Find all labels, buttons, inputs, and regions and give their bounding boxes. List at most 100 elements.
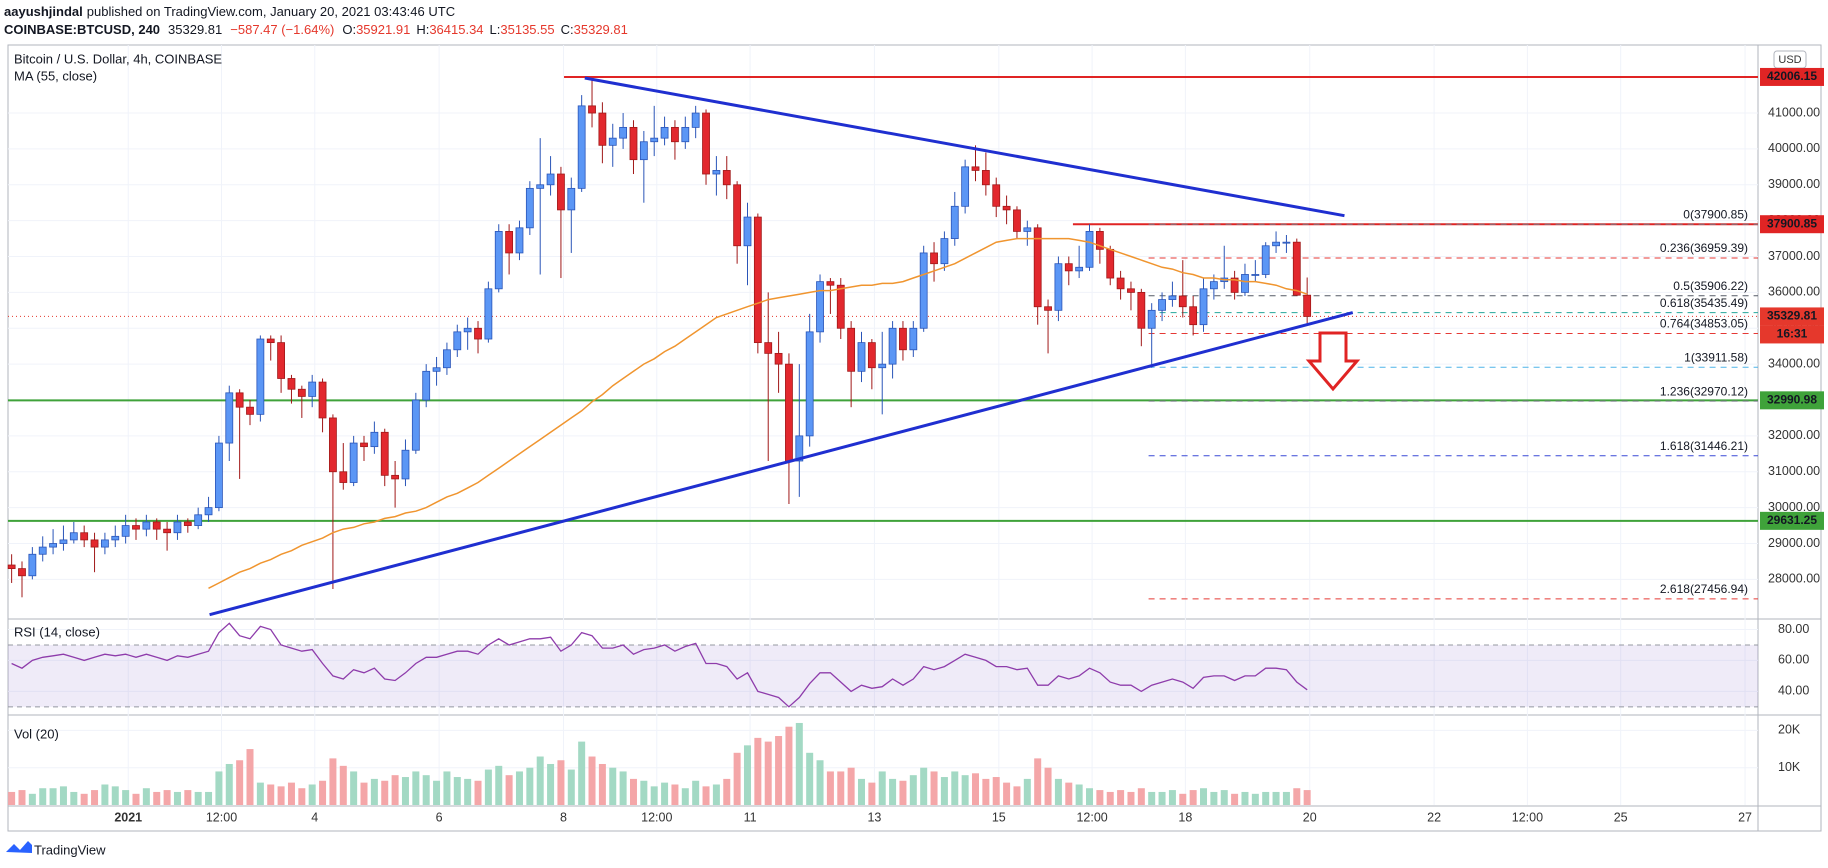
candle-body	[805, 331, 814, 437]
candle-body	[650, 137, 659, 143]
volume-bar	[578, 741, 586, 805]
volume-bar	[163, 790, 171, 805]
candle-body	[536, 184, 545, 189]
candle-body	[567, 187, 576, 211]
volume-bar	[505, 775, 513, 805]
candle-body	[443, 349, 451, 369]
candle-body	[297, 388, 306, 397]
volume-bar	[215, 771, 223, 805]
volume-bar	[8, 791, 16, 805]
last-price-label: 35329.81	[1767, 309, 1817, 323]
volume-bar	[1200, 788, 1208, 805]
candle-body	[919, 252, 928, 329]
volume-bar	[1065, 782, 1073, 805]
volume-bar	[153, 791, 161, 805]
brand-logo	[6, 841, 32, 853]
candle-body	[557, 173, 565, 211]
candle-body	[38, 546, 47, 555]
candle-body	[7, 564, 16, 570]
y-tick-label: 29000.00	[1768, 536, 1820, 550]
volume-bar	[132, 793, 140, 805]
candle-body	[432, 367, 441, 372]
candle-body	[308, 381, 317, 397]
volume-bar	[236, 760, 244, 805]
currency[interactable]: USD	[1778, 54, 1801, 66]
volume-bar	[277, 786, 285, 805]
fib-label: 0.618(35435.49)	[1660, 296, 1748, 310]
candle-body	[1251, 274, 1260, 276]
candle-body	[816, 281, 824, 333]
volume-bar	[453, 777, 461, 805]
candle-body	[18, 568, 26, 577]
volume-bar	[1168, 790, 1176, 805]
volume-bar	[267, 784, 275, 805]
candle-body	[1033, 227, 1042, 308]
volume-bar	[681, 788, 689, 805]
candle-body	[577, 105, 586, 189]
x-tick-label: 12:00	[1512, 810, 1543, 824]
candle-body	[1137, 291, 1146, 329]
volume-bar	[1272, 791, 1280, 805]
volume-bar	[173, 791, 181, 805]
volume-bar	[775, 736, 783, 805]
x-tick-label: 22	[1427, 810, 1441, 824]
candle-body	[619, 126, 628, 139]
volume-bar	[982, 778, 990, 805]
volume-bar	[256, 782, 264, 805]
candle-body	[1095, 231, 1104, 250]
last-price: 35329.81	[168, 22, 222, 37]
candle-body	[1168, 295, 1177, 300]
volume-bar	[795, 722, 803, 805]
volume-bar	[412, 771, 420, 805]
level-price-label: 32990.98	[1767, 393, 1817, 407]
ma-legend: MA (55, close)	[14, 68, 97, 83]
candle-body	[204, 507, 213, 516]
x-tick-label: 4	[311, 810, 318, 824]
x-tick-label: 13	[867, 810, 881, 824]
symbol: COINBASE:BTCUSD, 240	[4, 22, 160, 37]
volume-bar	[754, 737, 762, 805]
fib-label: 1(33911.58)	[1684, 350, 1748, 364]
candle-body	[235, 392, 244, 408]
candle-body	[774, 352, 783, 365]
x-tick-label: 11	[744, 810, 757, 824]
volume-bar	[381, 780, 389, 805]
x-tick-label: 12:00	[641, 810, 672, 824]
volume-bar	[723, 778, 731, 805]
candle-body	[69, 532, 78, 541]
candle-body	[608, 137, 617, 146]
ohlc-label: L:	[490, 22, 501, 37]
candle-body	[878, 363, 887, 369]
candle-body	[1023, 227, 1032, 232]
candle-body	[277, 342, 285, 379]
candle-body	[1158, 299, 1166, 311]
x-tick-label: 8	[560, 810, 567, 824]
candle-body	[971, 166, 980, 171]
volume-bar	[1127, 791, 1135, 805]
candle-body	[329, 417, 337, 473]
candle-body	[909, 327, 918, 351]
ohlc-label: H:	[416, 22, 429, 37]
x-tick-label: 15	[992, 810, 1006, 824]
volume-bar	[484, 769, 492, 805]
candle-body	[318, 381, 327, 419]
fib-label: 0.236(36959.39)	[1660, 241, 1748, 255]
trend-line	[209, 311, 1354, 617]
change: −587.47 (−1.64%)	[230, 22, 334, 37]
candle-body	[111, 535, 120, 541]
x-tick-label: 25	[1614, 810, 1628, 824]
candle-body	[981, 170, 990, 186]
candle-body	[494, 231, 503, 290]
volume-bar	[1262, 791, 1270, 805]
trend-line	[584, 76, 1345, 218]
x-tick-label: 27	[1738, 810, 1752, 824]
candle-body	[411, 399, 420, 451]
candle-body	[867, 342, 876, 369]
chart-title: Bitcoin / U.S. Dollar, 4h, COINBASE	[14, 51, 222, 66]
volume-bar	[422, 775, 430, 805]
volume-bar	[1303, 790, 1311, 805]
volume-bar	[49, 788, 57, 805]
volume-bar	[1251, 793, 1259, 805]
y-tick-label: 20K	[1778, 723, 1801, 737]
volume-bar	[142, 788, 150, 805]
